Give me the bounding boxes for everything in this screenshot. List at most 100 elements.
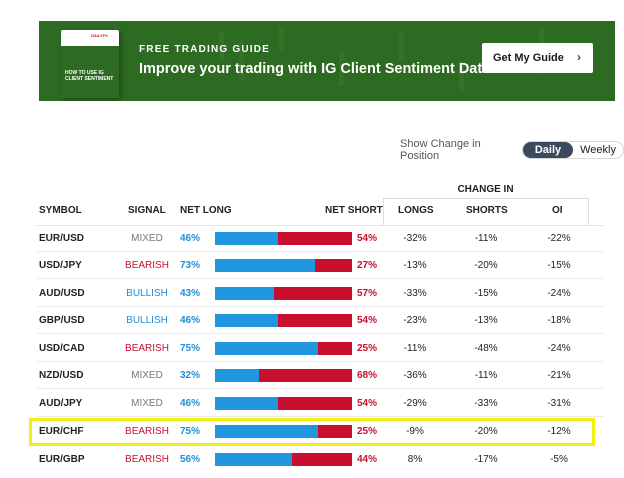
sentiment-bar: [215, 287, 352, 300]
toggle-daily[interactable]: Daily: [522, 142, 574, 158]
net-long-bar: [215, 314, 279, 327]
header-symbol[interactable]: SYMBOL: [39, 205, 82, 216]
table-row[interactable]: GBP/USD BULLISH 46% 54% -23% -13% -18%: [37, 307, 604, 334]
net-long-bar: [215, 369, 259, 382]
symbol-cell[interactable]: AUD/JPY: [39, 398, 83, 409]
symbol-cell[interactable]: NZD/USD: [39, 370, 84, 381]
signal-cell: BULLISH: [126, 315, 168, 326]
shorts-change: -17%: [474, 454, 498, 465]
net-long-value: 56%: [180, 454, 201, 465]
header-divider: [37, 225, 604, 226]
change-in-group-header: CHANGE IN: [457, 184, 514, 195]
net-long-value: 75%: [180, 426, 201, 437]
header-signal[interactable]: SIGNAL: [128, 205, 166, 216]
group-divider: [383, 198, 588, 199]
symbol-cell[interactable]: AUD/USD: [39, 288, 85, 299]
table-row[interactable]: USD/CAD BEARISH 75% 25% -11% -48% -24%: [37, 335, 604, 362]
net-long-value: 43%: [180, 288, 201, 299]
signal-cell: MIXED: [131, 398, 163, 409]
signal-cell: MIXED: [131, 370, 163, 381]
guide-book-cover: DAILYFX HOW TO USE IG CLIENT SENTIMENT: [61, 30, 119, 98]
net-short-value: 57%: [357, 288, 378, 299]
book-cover-art: [61, 46, 119, 98]
symbol-cell[interactable]: USD/CAD: [39, 343, 85, 354]
net-long-value: 46%: [180, 398, 201, 409]
shorts-change: -13%: [474, 315, 498, 326]
net-long-value: 75%: [180, 343, 201, 354]
table-row[interactable]: EUR/GBP BEARISH 56% 44% 8% -17% -5%: [37, 446, 604, 473]
net-short-value: 54%: [357, 233, 378, 244]
table-row[interactable]: USD/JPY BEARISH 73% 27% -13% -20% -15%: [37, 252, 604, 279]
shorts-change: -15%: [474, 288, 498, 299]
symbol-cell[interactable]: GBP/USD: [39, 315, 85, 326]
net-long-bar: [215, 232, 279, 245]
signal-cell: BEARISH: [125, 426, 169, 437]
net-short-value: 25%: [357, 343, 378, 354]
group-divider-right: [588, 198, 589, 226]
longs-change: -29%: [403, 398, 427, 409]
period-toggle[interactable]: Daily Weekly: [521, 141, 624, 159]
header-net-short[interactable]: NET SHORT: [325, 205, 383, 216]
sentiment-bar: [215, 259, 352, 272]
net-short-value: 68%: [357, 370, 378, 381]
table-row[interactable]: AUD/JPY MIXED 46% 54% -29% -33% -31%: [37, 390, 604, 417]
shorts-change: -33%: [474, 398, 498, 409]
signal-cell: MIXED: [131, 233, 163, 244]
promo-banner[interactable]: DAILYFX HOW TO USE IG CLIENT SENTIMENT F…: [39, 21, 615, 101]
get-guide-button[interactable]: Get My Guide ›: [482, 43, 593, 73]
net-long-bar: [215, 259, 315, 272]
oi-change: -12%: [547, 426, 571, 437]
table-row[interactable]: EUR/USD MIXED 46% 54% -32% -11% -22%: [37, 225, 604, 252]
row-divider: [37, 278, 604, 279]
symbol-cell[interactable]: EUR/USD: [39, 233, 85, 244]
table-row[interactable]: NZD/USD MIXED 32% 68% -36% -11% -21%: [37, 362, 604, 389]
toggle-weekly[interactable]: Weekly: [580, 144, 616, 156]
net-short-value: 27%: [357, 260, 378, 271]
sentiment-bar: [215, 342, 352, 355]
row-divider: [37, 333, 604, 334]
oi-change: -24%: [547, 343, 571, 354]
shorts-change: -11%: [474, 233, 498, 244]
sentiment-bar: [215, 369, 352, 382]
header-net-long[interactable]: NET LONG: [180, 205, 232, 216]
net-long-bar: [215, 397, 279, 410]
sentiment-bar: [215, 453, 352, 466]
longs-change: -9%: [406, 426, 424, 437]
change-position-toggle-row: Show Change in Position Daily Weekly: [400, 138, 624, 162]
oi-change: -21%: [547, 370, 571, 381]
chevron-right-icon: ›: [577, 50, 581, 64]
oi-change: -24%: [547, 288, 571, 299]
net-long-bar: [215, 425, 318, 438]
sentiment-bar: [215, 397, 352, 410]
table-row[interactable]: EUR/CHF BEARISH 75% 25% -9% -20% -12%: [37, 418, 604, 445]
shorts-change: -20%: [474, 260, 498, 271]
oi-change: -22%: [547, 233, 571, 244]
longs-change: 8%: [407, 454, 423, 465]
book-logo: DAILYFX: [91, 33, 108, 38]
symbol-cell[interactable]: USD/JPY: [39, 260, 82, 271]
header-oi[interactable]: OI: [552, 205, 563, 216]
table-row[interactable]: AUD/USD BULLISH 43% 57% -33% -15% -24%: [37, 280, 604, 307]
oi-change: -5%: [550, 454, 568, 465]
longs-change: -23%: [403, 315, 427, 326]
get-guide-label: Get My Guide: [493, 52, 564, 64]
row-divider: [37, 306, 604, 307]
net-long-bar: [215, 453, 292, 466]
net-short-value: 25%: [357, 426, 378, 437]
signal-cell: BEARISH: [125, 260, 169, 271]
net-long-value: 32%: [180, 370, 201, 381]
shorts-change: -11%: [474, 370, 498, 381]
header-longs[interactable]: LONGS: [398, 205, 434, 216]
symbol-cell[interactable]: EUR/GBP: [39, 454, 85, 465]
group-divider-left: [383, 198, 384, 226]
longs-change: -11%: [403, 343, 427, 354]
symbol-cell[interactable]: EUR/CHF: [39, 426, 84, 437]
header-shorts[interactable]: SHORTS: [466, 205, 508, 216]
longs-change: -36%: [403, 370, 427, 381]
banner-headline: Improve your trading with IG Client Sent…: [139, 61, 491, 77]
longs-change: -13%: [403, 260, 427, 271]
oi-change: -18%: [547, 315, 571, 326]
net-long-value: 46%: [180, 233, 201, 244]
row-divider: [37, 388, 604, 389]
signal-cell: BEARISH: [125, 454, 169, 465]
